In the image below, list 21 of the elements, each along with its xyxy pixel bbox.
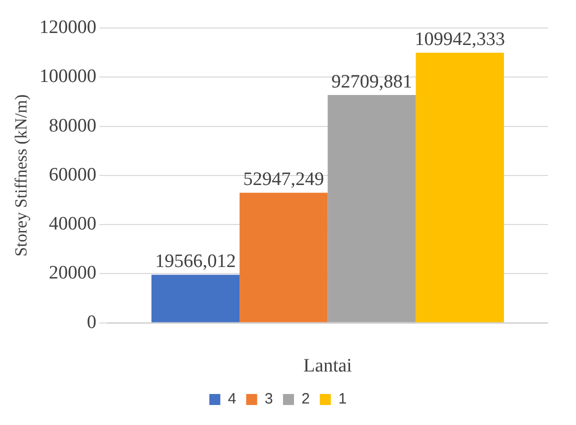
data-label: 109942,333 <box>414 29 506 50</box>
data-label: 52947,249 <box>243 169 324 190</box>
legend-label: 4 <box>228 390 236 408</box>
data-label: 19566,012 <box>155 251 236 272</box>
y-tick-label: 80000 <box>48 115 96 136</box>
y-tick-label: 120000 <box>39 16 96 38</box>
legend-label: 3 <box>264 390 273 408</box>
y-tick-label: 20000 <box>48 262 96 284</box>
legend-label: 1 <box>338 390 347 408</box>
y-tick-label: 40000 <box>48 214 96 235</box>
bar <box>240 192 328 322</box>
y-axis-title: Storey Stiffness (kN/m) <box>12 94 31 256</box>
y-tick-label: 100000 <box>39 66 96 88</box>
x-axis-title: Lantai <box>303 356 352 377</box>
data-label: 92709,881 <box>331 72 412 93</box>
legend-label: 2 <box>302 390 310 408</box>
bar <box>328 95 416 322</box>
y-tick-label: 0 <box>86 312 96 333</box>
bar <box>416 52 504 322</box>
bar <box>151 274 240 322</box>
y-tick-label: 60000 <box>48 164 96 186</box>
